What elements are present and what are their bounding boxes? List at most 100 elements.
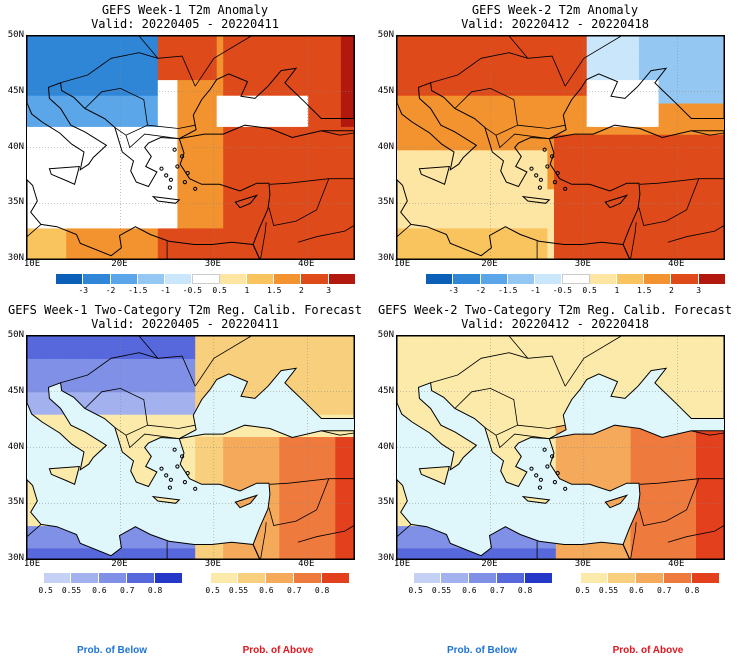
field-cell bbox=[197, 227, 205, 237]
field-cell bbox=[606, 220, 614, 229]
field-cell bbox=[442, 134, 450, 143]
field-cell bbox=[410, 157, 418, 166]
field-cell bbox=[255, 95, 263, 104]
field-cell bbox=[98, 110, 106, 120]
field-cell bbox=[59, 251, 67, 259]
field-cell bbox=[314, 157, 322, 166]
field-cell bbox=[678, 118, 686, 127]
field-cell bbox=[340, 227, 348, 237]
field-cell bbox=[482, 196, 490, 205]
field-cell bbox=[92, 79, 100, 88]
field-cell bbox=[691, 220, 699, 229]
field-cell bbox=[547, 40, 555, 49]
field-cell bbox=[275, 71, 283, 81]
field-cell bbox=[691, 56, 699, 65]
country-border bbox=[430, 352, 566, 387]
field-cell bbox=[232, 481, 243, 493]
field-cell bbox=[59, 56, 67, 65]
field-cell bbox=[118, 220, 126, 229]
field-cell bbox=[216, 56, 224, 65]
field-cell bbox=[632, 173, 640, 182]
field-cell bbox=[307, 380, 318, 393]
field-cell bbox=[316, 369, 327, 382]
colorbar-swatch bbox=[671, 274, 699, 284]
field-cell bbox=[645, 173, 653, 182]
field-cell bbox=[344, 481, 354, 493]
field-cell bbox=[347, 40, 354, 49]
field-cell bbox=[612, 48, 620, 57]
field-cell bbox=[144, 180, 152, 190]
field-cell bbox=[639, 492, 650, 504]
field-cell bbox=[241, 369, 252, 382]
field-cell bbox=[434, 369, 445, 382]
field-cell bbox=[288, 79, 296, 88]
field-cell bbox=[602, 347, 613, 359]
field-cell bbox=[297, 514, 308, 527]
field-cell bbox=[652, 251, 660, 259]
field-cell bbox=[164, 56, 172, 65]
field-cell bbox=[423, 126, 431, 135]
field-cell bbox=[112, 212, 120, 221]
field-cell bbox=[66, 141, 74, 151]
island bbox=[164, 473, 169, 478]
field-cell bbox=[645, 235, 653, 244]
field-cell bbox=[546, 436, 557, 449]
field-cell bbox=[652, 243, 660, 252]
map-plot bbox=[26, 35, 355, 260]
field-cell bbox=[167, 425, 177, 437]
field-cell bbox=[92, 36, 100, 42]
field-cell bbox=[475, 212, 483, 221]
field-cell bbox=[40, 126, 48, 135]
field-cell bbox=[138, 220, 146, 229]
field-cell bbox=[236, 227, 244, 237]
field-cell bbox=[118, 196, 126, 205]
field-cell bbox=[586, 71, 594, 81]
field-cell bbox=[255, 243, 263, 252]
field-cell bbox=[429, 220, 437, 229]
field-cell bbox=[560, 180, 568, 190]
field-cell bbox=[710, 71, 718, 81]
field-cell bbox=[327, 157, 335, 166]
field-cell bbox=[514, 180, 522, 190]
field-cell bbox=[521, 40, 529, 49]
field-cell bbox=[66, 63, 74, 73]
field-cell bbox=[625, 251, 633, 259]
field-cell bbox=[593, 188, 601, 198]
field-cell bbox=[46, 126, 54, 135]
field-cell bbox=[554, 40, 562, 49]
field-cell bbox=[619, 157, 627, 166]
island bbox=[172, 147, 177, 152]
field-cell bbox=[85, 196, 93, 205]
chart-subtitle: Valid: 20220412 - 20220418 bbox=[461, 317, 649, 331]
field-cell bbox=[255, 165, 263, 174]
field-cell bbox=[177, 118, 185, 127]
field-cell bbox=[406, 536, 417, 549]
field-cell bbox=[697, 63, 705, 73]
field-cell bbox=[101, 402, 112, 415]
field-cell bbox=[534, 235, 542, 244]
field-cell bbox=[92, 71, 100, 81]
field-cell bbox=[98, 204, 106, 213]
field-cell bbox=[434, 380, 445, 393]
field-cell bbox=[203, 110, 211, 120]
field-cell bbox=[79, 48, 87, 57]
field-cell bbox=[573, 126, 581, 135]
field-cell bbox=[599, 95, 607, 104]
field-cell bbox=[92, 243, 100, 252]
field-cell bbox=[344, 402, 354, 415]
field-cell bbox=[423, 87, 431, 96]
field-cell bbox=[697, 87, 705, 96]
field-cell bbox=[190, 204, 198, 213]
field-cell bbox=[197, 71, 205, 81]
field-cell bbox=[282, 141, 290, 151]
field-cell bbox=[184, 204, 192, 213]
field-cell bbox=[288, 56, 296, 65]
colorbar-swatch bbox=[238, 573, 267, 583]
field-cell bbox=[495, 110, 503, 120]
field-cell bbox=[691, 71, 699, 81]
field-cell bbox=[667, 436, 678, 449]
field-cell bbox=[684, 235, 692, 244]
field-cell bbox=[53, 36, 61, 42]
field-cell bbox=[686, 380, 697, 393]
field-cell bbox=[334, 134, 342, 143]
